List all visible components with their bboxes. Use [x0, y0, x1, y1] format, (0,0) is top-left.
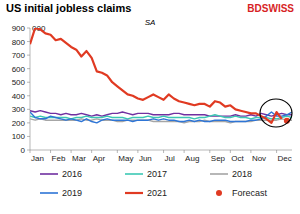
y-axis [30, 28, 31, 150]
x-tick [137, 150, 138, 153]
x-tick [91, 150, 92, 153]
x-tick [209, 150, 210, 153]
x-tick-label: Dec [278, 154, 292, 163]
y-tick [27, 122, 30, 123]
legend-swatch [216, 190, 222, 196]
brand-logo: BDSWISS [247, 3, 294, 14]
x-tick-label: May [118, 154, 133, 163]
x-tick [276, 150, 277, 153]
legend-label: 2018 [232, 169, 252, 179]
x-tick-label: Sep [211, 154, 226, 163]
x-tick [163, 150, 164, 153]
y-tick-label: 400 [12, 92, 26, 101]
y-tick-label: 200 [12, 119, 26, 128]
y-tick-label: 800 [12, 38, 26, 47]
x-tick [117, 150, 118, 153]
highlight-circle [260, 99, 292, 127]
y-tick [27, 109, 30, 110]
legend-label: 2021 [147, 188, 167, 198]
chart: US initial jobless claims SA BDSWISS 0 100 20… [0, 0, 300, 214]
y-tick-label: 700 [12, 51, 26, 60]
legend-label: 2019 [62, 188, 82, 198]
legend-item: 2019 [40, 188, 82, 198]
legend-swatch [210, 173, 228, 175]
x-tick [184, 150, 185, 153]
subtitle: SA [145, 18, 156, 27]
legend-item: 2021 [125, 188, 167, 198]
y-tick-label: 600 [12, 65, 26, 74]
y-tick-label: 900 [12, 24, 26, 33]
x-tick [30, 150, 31, 153]
legend-swatch [40, 173, 58, 175]
x-tick [230, 150, 231, 153]
legend-swatch [125, 192, 143, 194]
x-tick-label: Feb [52, 154, 66, 163]
x-tick-label: Jun [139, 154, 152, 163]
y-tick [27, 95, 30, 96]
y-tick [27, 41, 30, 42]
y-tick [27, 136, 30, 137]
legend-item: 2017 [125, 169, 167, 179]
y-tick-label: 300 [12, 105, 26, 114]
y-tick [27, 150, 30, 151]
legend-item: 2018 [210, 169, 252, 179]
series-line [30, 28, 282, 123]
legend-item: 2016 [40, 169, 82, 179]
plot-area [30, 28, 292, 124]
x-tick-label: Mar [72, 154, 86, 163]
x-tick-label: Aug [185, 154, 199, 163]
y-tick [27, 82, 30, 83]
legend-label: Forecast [232, 188, 268, 198]
x-tick [71, 150, 72, 153]
x-tick [250, 150, 251, 153]
legend-item: Forecast [216, 188, 268, 198]
x-tick-label: Apr [93, 154, 106, 163]
x-tick-label: Jan [31, 154, 44, 163]
y-tick-label: 100 [12, 132, 26, 141]
y-tick [27, 28, 30, 29]
series-line [30, 115, 292, 119]
legend-label: 2017 [147, 169, 167, 179]
title: US initial jobless claims [6, 2, 131, 14]
y-tick-label: 500 [12, 78, 26, 87]
y-tick [27, 68, 30, 69]
x-tick-label: Nov [252, 154, 266, 163]
legend-swatch [40, 192, 58, 194]
y-tick [27, 55, 30, 56]
x-tick [50, 150, 51, 153]
y-tick-label: 0 [21, 146, 26, 155]
x-tick-label: Jul [165, 154, 175, 163]
x-tick-label: Oct [231, 154, 244, 163]
legend-label: 2016 [62, 169, 82, 179]
legend-swatch [125, 173, 143, 175]
x-axis [30, 150, 292, 151]
